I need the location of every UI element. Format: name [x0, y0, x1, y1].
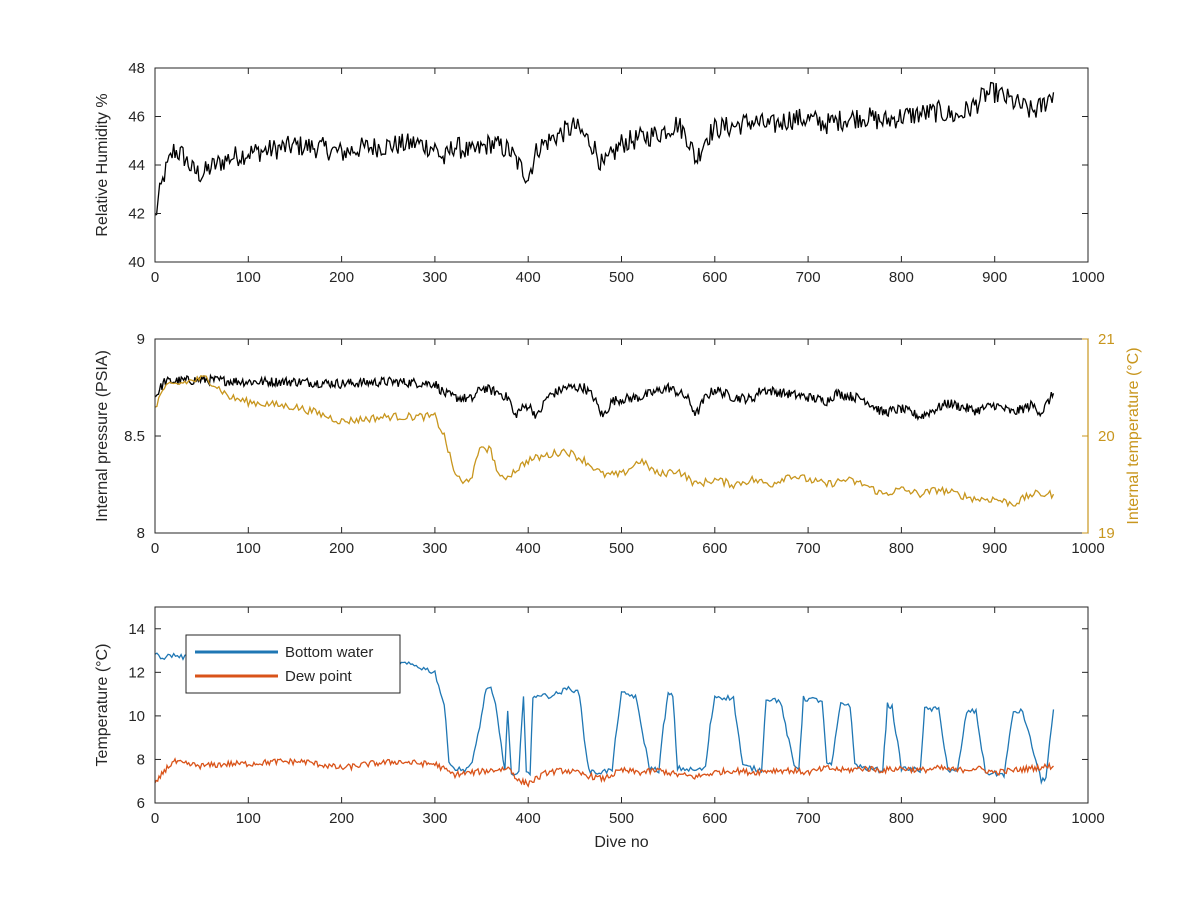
legend-label: Dew point: [285, 668, 353, 685]
series-line-dew-point: [155, 757, 1054, 788]
legend: Bottom water Dew point: [185, 634, 401, 694]
y-tick-label: 46: [128, 109, 145, 126]
y-axis-label: Internal pressure (PSIA): [94, 350, 111, 522]
panel-internal-pressure-temperature: 0 100 200 300 400 500 600 700 800 900 1000 8 8.5 9 Int…: [94, 331, 1142, 557]
axes-box: [154, 338, 1089, 534]
x-tick-label: 700: [796, 810, 821, 827]
y-tick-label: 48: [128, 60, 145, 77]
y-tick-label: 8.5: [124, 428, 145, 445]
y2-tick-label: 20: [1098, 428, 1115, 445]
y-axis-label: Relative Humidity %: [94, 93, 111, 236]
x-tick-label: 600: [702, 540, 727, 557]
x-tick-label: 300: [422, 540, 447, 557]
x-tick-label: 700: [796, 540, 821, 557]
legend-label: Bottom water: [285, 644, 373, 661]
x-axis-label: Dive no: [594, 834, 648, 851]
x-tick-label: 100: [236, 269, 261, 286]
series-group: [155, 373, 1055, 508]
panel-temperature: 0 100 200 300 400 500 600 700 800 900 1000 6 8 10 12 14…: [94, 606, 1105, 851]
y-tick-label: 8: [137, 525, 145, 542]
series-line-right: [155, 375, 1055, 508]
series-group: [155, 81, 1055, 216]
x-tick-label: 900: [982, 810, 1007, 827]
x-tick-label: 0: [151, 540, 159, 557]
y-tick-label: 6: [137, 795, 145, 812]
y2-tick-label: 21: [1098, 331, 1115, 348]
x-tick-label: 1000: [1071, 269, 1104, 286]
x-tick-label: 500: [609, 810, 634, 827]
x-tick-label: 800: [889, 269, 914, 286]
x-tick-label: 0: [151, 269, 159, 286]
y-tick-label: 12: [128, 664, 145, 681]
y2-axis-label: Internal temperature (°C): [1125, 347, 1142, 524]
y-tick-label: 9: [137, 331, 145, 348]
x-tick-label: 0: [151, 810, 159, 827]
y-tick-label: 42: [128, 206, 145, 223]
x-tick-label: 800: [889, 810, 914, 827]
y-tick-label: 40: [128, 254, 145, 271]
axes-box: [154, 67, 1089, 263]
x-tick-label: 300: [422, 810, 447, 827]
panel-relative-humidity: 0 100 200 300 400 500 600 700 800 900 1000 40 42 44 46…: [94, 60, 1105, 286]
y-tick-label: 44: [128, 157, 145, 174]
x-tick-label: 500: [609, 269, 634, 286]
y-axis-label: Temperature (°C): [94, 644, 111, 767]
y-tick-label: 14: [128, 621, 145, 638]
x-tick-label: 600: [702, 810, 727, 827]
x-tick-label: 100: [236, 540, 261, 557]
x-tick-label: 1000: [1071, 810, 1104, 827]
x-tick-label: 400: [516, 540, 541, 557]
x-tick-label: 500: [609, 540, 634, 557]
x-tick-label: 200: [329, 269, 354, 286]
x-tick-label: 200: [329, 810, 354, 827]
x-tick-label: 400: [516, 269, 541, 286]
x-tick-label: 900: [982, 540, 1007, 557]
x-tick-label: 900: [982, 269, 1007, 286]
y2-tick-label: 19: [1098, 525, 1115, 542]
x-tick-label: 1000: [1071, 540, 1104, 557]
y-tick-label: 10: [128, 708, 145, 725]
x-tick-label: 100: [236, 810, 261, 827]
y-tick-label: 8: [137, 751, 145, 768]
x-tick-label: 800: [889, 540, 914, 557]
x-tick-label: 300: [422, 269, 447, 286]
x-tick-label: 600: [702, 269, 727, 286]
x-tick-label: 400: [516, 810, 541, 827]
x-tick-label: 200: [329, 540, 354, 557]
series-line: [155, 81, 1055, 216]
x-tick-label: 700: [796, 269, 821, 286]
series-line: [155, 373, 1055, 421]
legend-box: [185, 634, 401, 694]
